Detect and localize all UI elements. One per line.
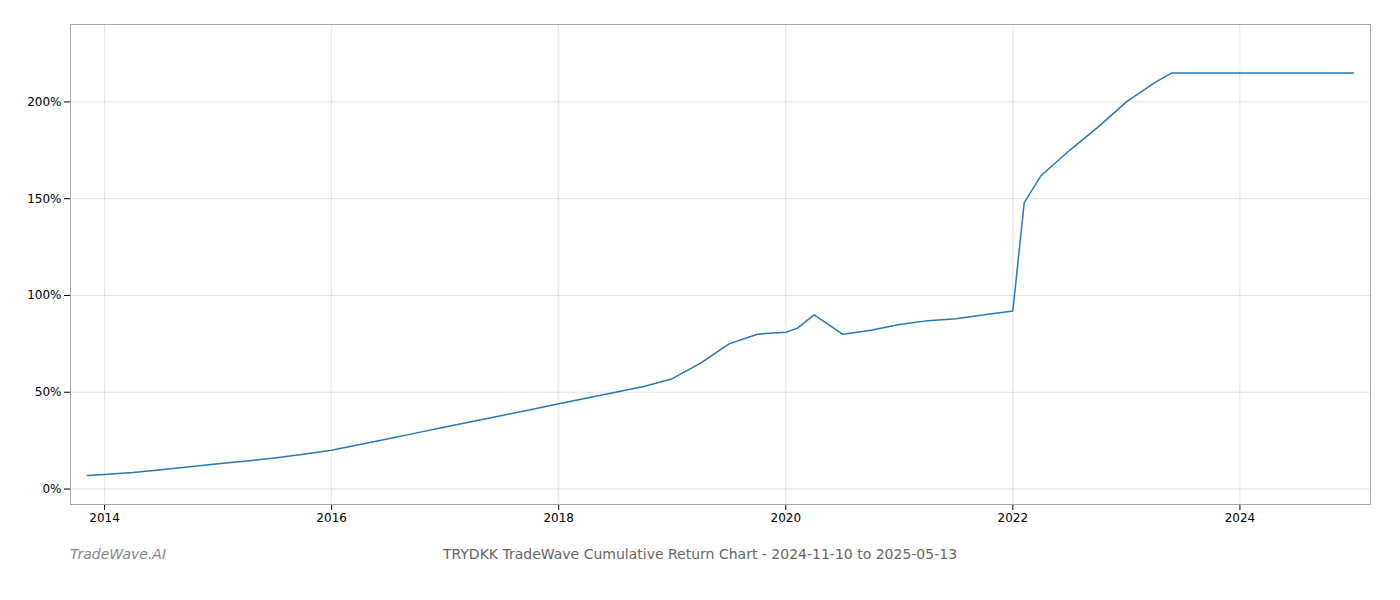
svg-text:2024: 2024 <box>1225 511 1256 525</box>
html-text:TRYDKK TradeWave Cumulative Re: TRYDKK TradeWave Cumulative Return Chart… <box>442 546 957 562</box>
svg-text:2020: 2020 <box>771 511 802 525</box>
svg-text:200%: 200% <box>27 95 61 109</box>
svg-text:2022: 2022 <box>998 511 1029 525</box>
svg-text:150%: 150% <box>27 192 61 206</box>
html-text:TradeWave.AI: TradeWave.AI <box>70 546 166 562</box>
svg-text:2014: 2014 <box>89 511 120 525</box>
svg-text:100%: 100% <box>27 288 61 302</box>
svg-text:50%: 50% <box>35 385 62 399</box>
svg-text:2018: 2018 <box>543 511 574 525</box>
svg-text:0%: 0% <box>42 482 61 496</box>
svg-text:2016: 2016 <box>316 511 347 525</box>
